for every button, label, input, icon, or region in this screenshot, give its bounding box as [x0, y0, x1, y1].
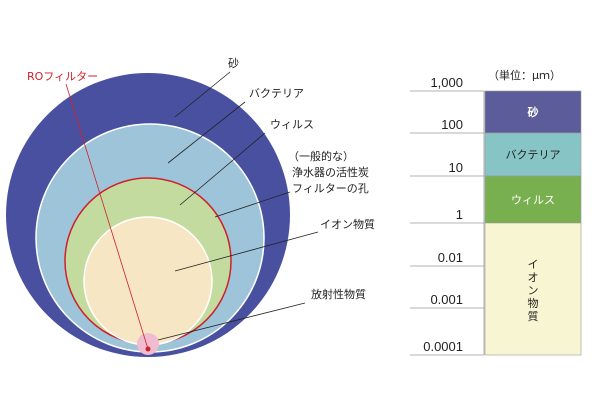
bacteria-label: バクテリア: [249, 87, 304, 100]
ion-circle: [83, 216, 213, 346]
radioactive-circle: [137, 333, 159, 355]
virus-label: ウィルス: [270, 118, 314, 131]
bacteria-leader: [167, 101, 246, 164]
scale-band-label: イオン物質: [528, 258, 539, 323]
ro-filter-line: [65, 83, 149, 350]
sand-label: 砂: [228, 57, 239, 70]
scale-band: [484, 90, 582, 134]
ion-leader: [174, 231, 319, 272]
scale-band-label: ウィルス: [511, 194, 555, 207]
carbon-label-line3: フィルターの孔: [292, 182, 369, 195]
sand-leader: [174, 71, 231, 118]
carbon-label-line1: （一般的な）: [288, 149, 354, 163]
scale-tick-label: 0.0001: [423, 339, 463, 354]
scale-tick-label: 0.01: [438, 250, 463, 265]
scale-band: [484, 175, 582, 224]
scale-unit: （単位：μｍ）: [488, 68, 561, 82]
scale-band-label: 砂: [528, 105, 539, 119]
scale-tick-label: 1: [456, 207, 463, 222]
scale-band: [484, 132, 582, 177]
carbon-label-line2: 浄水器の活性炭: [292, 165, 369, 179]
carbon-leader: [214, 191, 291, 218]
scale-axis: （単位：μｍ） 1,000 100 10 1 0.01 0.001 0.0001 砂バクテリ…: [410, 68, 582, 356]
scale-tick-label: 10: [449, 160, 463, 175]
scale-band-label: バクテリア: [506, 149, 561, 162]
scale-tick-label: 100: [441, 117, 463, 132]
ion-label: イオン物質: [320, 217, 375, 231]
radioactive-leader: [157, 302, 306, 341]
virus-leader: [179, 132, 266, 206]
ro-filter-label: ROフィルター: [27, 70, 98, 83]
scale-band: [484, 222, 582, 356]
radioactive-label: 放射性物質: [311, 287, 366, 301]
scale-tick-label: 1,000: [430, 75, 463, 90]
scale-tick-label: 0.001: [430, 292, 463, 307]
